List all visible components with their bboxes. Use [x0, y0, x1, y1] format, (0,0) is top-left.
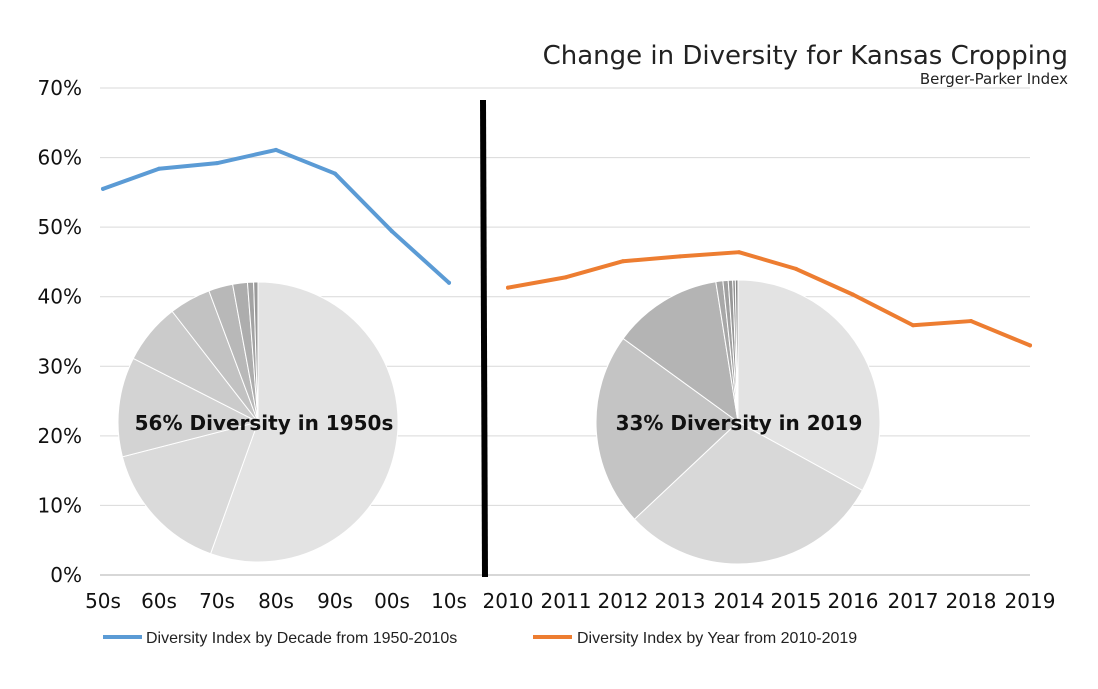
series-line-year — [506, 250, 1032, 348]
x-tick-label: 2014 — [714, 589, 765, 613]
x-tick-label: 60s — [141, 589, 177, 613]
y-tick-label: 0% — [50, 563, 82, 587]
y-tick-label: 60% — [38, 146, 82, 170]
data-point — [390, 229, 394, 234]
x-tick-label: 2017 — [888, 589, 939, 613]
pie-center-label: 33% Diversity in 2019 — [616, 411, 863, 435]
legend-label-decade: Diversity Index by Decade from 1950-2010… — [146, 630, 457, 647]
period-divider — [480, 99, 488, 578]
x-tick-label: 70s — [199, 589, 235, 613]
data-point — [678, 254, 682, 259]
pie-slice — [737, 279, 881, 492]
data-point — [101, 186, 105, 191]
pie-slice — [121, 421, 259, 555]
data-point — [447, 280, 451, 285]
data-point — [851, 292, 855, 297]
x-tick-label: 2019 — [1005, 589, 1056, 613]
pie-slice — [595, 337, 739, 520]
x-tick-label: 2018 — [946, 589, 997, 613]
x-tick-label: 2013 — [655, 589, 706, 613]
pie-slice — [633, 421, 864, 565]
data-point — [794, 266, 798, 271]
x-tick-label: 90s — [317, 589, 353, 613]
x-tick-label: 50s — [85, 589, 121, 613]
legend-label-year: Diversity Index by Year from 2010-2019 — [577, 630, 857, 647]
data-point — [1028, 343, 1032, 348]
pie-slice — [117, 357, 260, 458]
line-series — [101, 147, 1032, 348]
x-tick-label: 2015 — [771, 589, 822, 613]
data-point — [333, 171, 337, 176]
x-tick-label: 00s — [374, 589, 410, 613]
y-tick-label: 70% — [38, 76, 82, 100]
data-point — [621, 259, 625, 264]
y-tick-label: 50% — [38, 215, 82, 239]
data-point — [911, 323, 915, 328]
data-point — [564, 275, 568, 280]
x-tick-label: 2011 — [541, 589, 592, 613]
pie-slice — [734, 279, 739, 423]
series-line-decade — [101, 147, 451, 285]
x-tick-label: 2016 — [828, 589, 879, 613]
x-tick-label: 2010 — [483, 589, 534, 613]
y-tick-label: 40% — [38, 285, 82, 309]
chart-title: Change in Diversity for Kansas Cropping — [543, 41, 1068, 71]
pie-charts — [117, 279, 881, 565]
data-point — [274, 147, 278, 152]
x-tick-label: 2012 — [598, 589, 649, 613]
labels: 0% 10% 20% 30% 40% 50% 60% 70% 56% Diversity in … — [38, 76, 1056, 613]
pie-center-label: 56% Diversity in 1950s — [135, 411, 394, 435]
x-tick-label: 80s — [258, 589, 294, 613]
x-tick-label: 10s — [431, 589, 467, 613]
chart-subtitle: Berger-Parker Index — [920, 70, 1068, 88]
y-tick-label: 20% — [38, 424, 82, 448]
data-point — [215, 161, 219, 166]
legend: Diversity Index by Decade from 1950-2010… — [103, 630, 857, 647]
data-point — [157, 166, 161, 171]
pie-slice — [622, 281, 739, 424]
pie-slice — [209, 281, 399, 563]
data-point — [506, 285, 510, 290]
y-tick-label: 10% — [38, 493, 82, 517]
pie-slice — [253, 281, 259, 423]
y-tick-label: 30% — [38, 354, 82, 378]
data-point — [969, 319, 973, 324]
data-point — [737, 250, 741, 255]
